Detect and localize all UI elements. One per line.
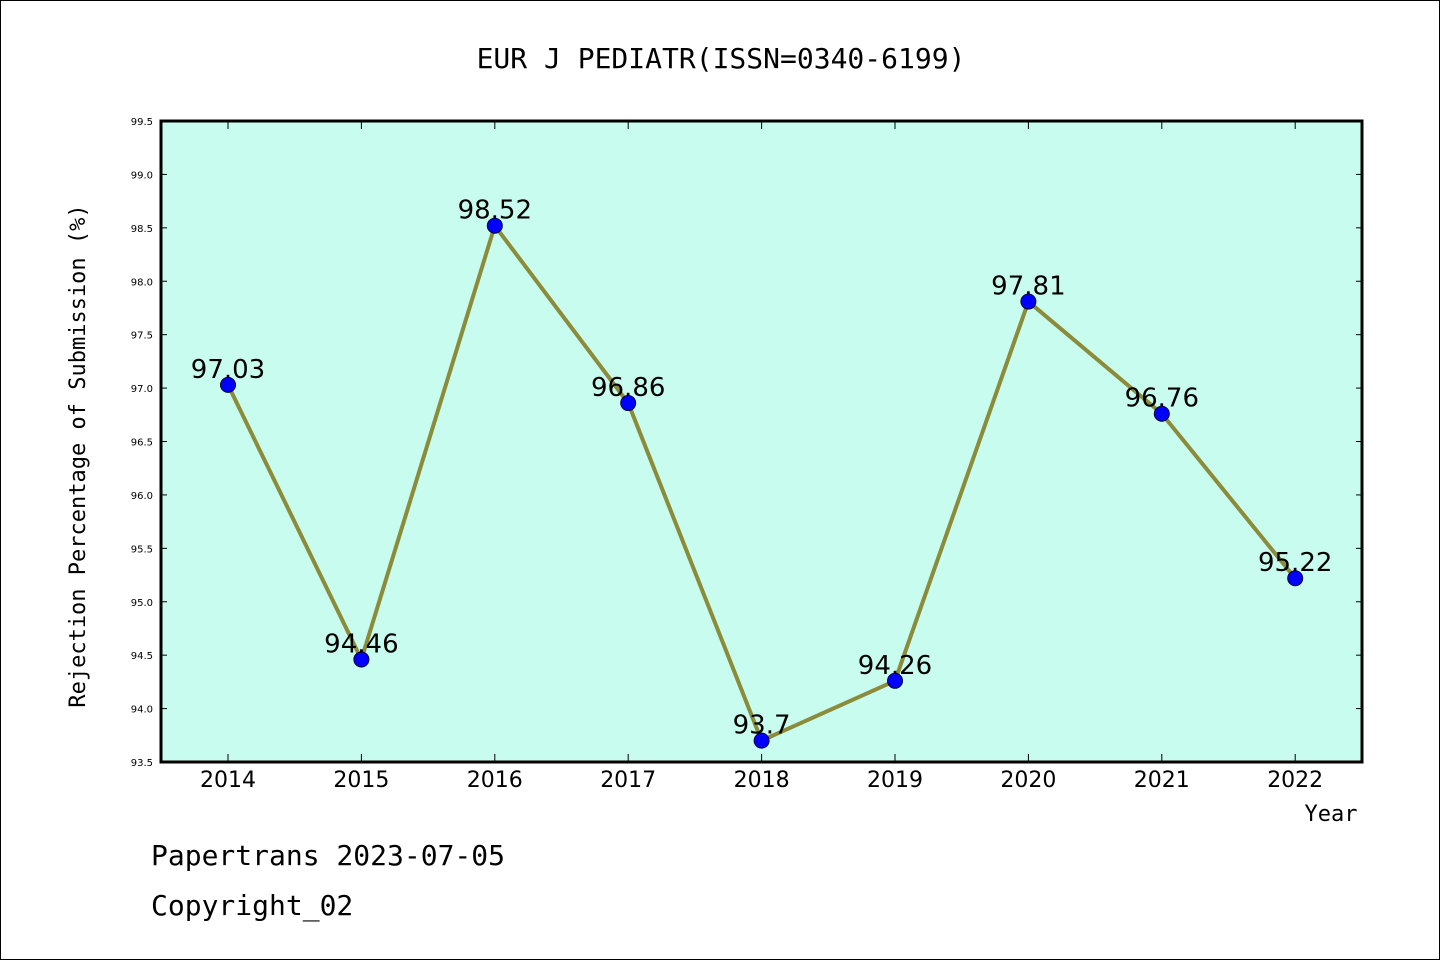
data-label: 94.46 [324, 629, 398, 659]
footer-copyright: Copyright_02 [151, 889, 353, 923]
data-label: 96.86 [591, 373, 665, 403]
chart-title: EUR J PEDIATR(ISSN=0340-6199) [477, 42, 966, 75]
y-tick-label: 94.0 [131, 705, 153, 716]
data-point [620, 395, 637, 412]
data-point [887, 672, 903, 689]
data-point [220, 376, 236, 393]
data-label: 93.7 [733, 711, 791, 741]
x-axis-label: Year [1305, 802, 1358, 827]
y-tick-label: 94.5 [131, 651, 153, 662]
data-label: 96.76 [1125, 384, 1199, 414]
x-tick-label: 2022 [1267, 768, 1323, 793]
footer-date: Papertrans 2023-07-05 [151, 839, 505, 872]
x-tick-label: 2014 [200, 768, 256, 793]
y-tick-label: 98.0 [131, 277, 153, 288]
data-label: 98.52 [458, 196, 532, 226]
y-tick-label: 93.5 [131, 758, 153, 769]
y-tick-label: 98.5 [131, 224, 153, 235]
x-tick-label: 2020 [1000, 768, 1056, 793]
y-tick-label: 99.5 [131, 117, 153, 128]
data-point [353, 651, 370, 668]
data-label: 94.26 [858, 651, 932, 681]
y-tick-label: 95.0 [131, 598, 153, 609]
x-tick-label: 2021 [1134, 768, 1190, 793]
y-tick-label: 95.5 [131, 544, 153, 555]
data-point [1020, 293, 1037, 310]
data-point [1153, 405, 1170, 422]
y-tick-label: 96.0 [131, 491, 153, 502]
x-tick-label: 2016 [467, 768, 523, 793]
data-markers [220, 217, 1304, 749]
x-tick-label: 2017 [600, 768, 656, 793]
y-axis-label: Rejection Percentage of Submission (%) [66, 204, 91, 707]
data-labels: 97.03 94.46 98.52 96.86 93.7 94.26 97.81 96.76 9… [191, 196, 1333, 741]
plot-border [159, 119, 1364, 764]
x-axis-ticks: 2014 2015 2016 2017 2018 2019 2020 2021 2022 [200, 121, 1323, 793]
x-tick-label: 2019 [867, 768, 923, 793]
y-tick-label: 99.0 [131, 170, 153, 181]
data-point [486, 217, 503, 234]
x-tick-label: 2015 [333, 768, 389, 793]
x-tick-label: 2018 [734, 768, 790, 793]
y-tick-label: 97.0 [131, 384, 153, 395]
y-tick-label: 96.5 [131, 438, 153, 449]
data-label: 95.22 [1258, 548, 1332, 578]
data-label: 97.03 [191, 355, 265, 385]
data-label: 97.81 [991, 272, 1065, 302]
data-point [1287, 570, 1304, 587]
y-tick-label: 97.5 [131, 331, 153, 342]
data-point [753, 732, 770, 749]
